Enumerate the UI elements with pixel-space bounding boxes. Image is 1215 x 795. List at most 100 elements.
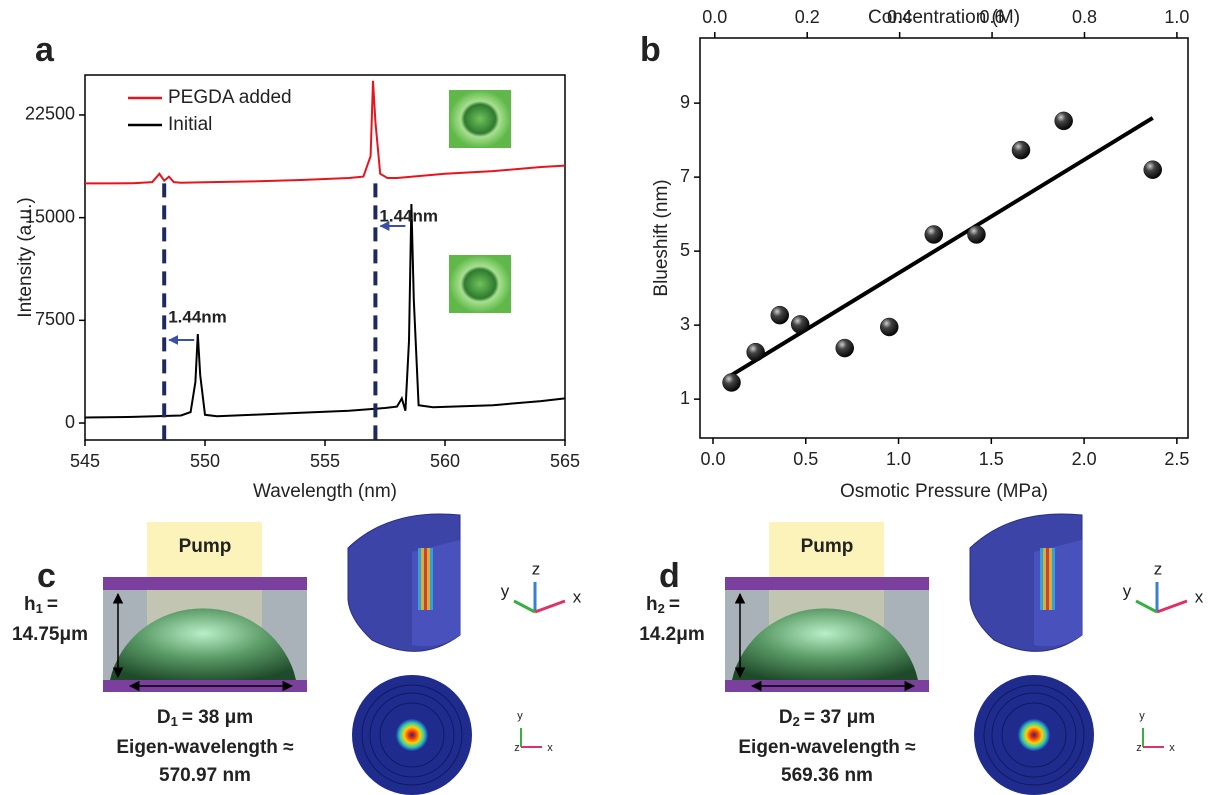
mode-stripe xyxy=(1043,548,1046,610)
mode-stripe xyxy=(1040,548,1043,610)
height-sub: 2 xyxy=(658,601,665,616)
diameter-sub: 1 xyxy=(171,714,178,729)
axis2d-letter: x xyxy=(1169,742,1175,754)
y-tick-label: 15000 xyxy=(25,206,75,226)
y-tick-label: 3 xyxy=(680,314,690,334)
data-point xyxy=(1143,160,1162,179)
axis-y xyxy=(513,599,536,614)
thumbnail xyxy=(449,90,511,148)
x-tick-label: 2.5 xyxy=(1164,449,1189,469)
spectrum-line xyxy=(84,203,566,419)
mode-ring xyxy=(1001,702,1067,768)
mode-ring xyxy=(369,692,455,778)
height-label: h2 = xyxy=(646,594,680,616)
eigen-value: 570.97 nm xyxy=(159,765,251,786)
axis-letter: y xyxy=(501,581,510,600)
axis2d-letter: y xyxy=(1139,710,1145,722)
x-tick-label: 0.0 xyxy=(700,449,725,469)
mode-stripe xyxy=(1052,548,1055,610)
eigen-label: Eigen-wavelength ≈ xyxy=(116,737,294,758)
plot-frame xyxy=(699,37,1189,439)
mode-stripe xyxy=(418,548,421,610)
data-point xyxy=(746,342,765,362)
thumbnail xyxy=(449,255,511,313)
x2-axis-label: Concentration (M) xyxy=(868,7,1020,28)
panel-label: a xyxy=(35,31,55,69)
data-point xyxy=(967,225,986,244)
height-value: 14.2μm xyxy=(639,624,705,645)
mode-stripe xyxy=(1049,548,1052,610)
x2-tick-label: 0.6 xyxy=(980,7,1005,27)
mode-spot xyxy=(396,719,428,751)
y-tick-label: 0 xyxy=(65,412,75,432)
axis2d-letter: z xyxy=(514,742,520,754)
height-label: h1 = xyxy=(24,594,58,616)
top-layer xyxy=(103,577,307,590)
y-tick-label: 5 xyxy=(680,240,690,260)
pump-beam xyxy=(147,522,262,577)
data-point xyxy=(835,338,854,358)
x-tick-label: 0.5 xyxy=(793,449,818,469)
height-sub: 1 xyxy=(36,601,43,616)
diameter-rest: = 38 μm xyxy=(182,707,253,728)
mode-spot xyxy=(1018,719,1050,751)
x-tick-label: 545 xyxy=(70,451,100,471)
axis-letter: x xyxy=(573,587,582,606)
y-tick-label: 9 xyxy=(680,92,690,112)
axis-letter: z xyxy=(1154,559,1163,578)
fit-line xyxy=(730,116,1154,377)
x-tick-label: 1.5 xyxy=(979,449,1004,469)
legend-label: PEGDA added xyxy=(168,87,292,108)
spectrum-line xyxy=(85,80,566,185)
diameter-rest: = 37 μm xyxy=(804,707,875,728)
data-point xyxy=(722,373,741,392)
x2-tick-label: 0.0 xyxy=(702,7,727,27)
x-tick-label: 2.0 xyxy=(1072,449,1097,469)
axis-x xyxy=(1156,599,1188,614)
data-point xyxy=(1054,111,1073,131)
legend-label: Initial xyxy=(168,114,212,135)
pump-label: Pump xyxy=(801,536,854,557)
shift-annotation: 1.44nm xyxy=(379,206,438,225)
y-tick-label: 22500 xyxy=(25,104,75,124)
axis-x xyxy=(534,599,566,614)
x-tick-label: 1.0 xyxy=(886,449,911,469)
x-axis-label: Wavelength (nm) xyxy=(253,481,397,502)
mode-ring xyxy=(991,692,1077,778)
x2-tick-label: 0.8 xyxy=(1072,7,1097,27)
data-point xyxy=(880,317,899,337)
mode-stripe xyxy=(424,548,427,610)
mode-stripe xyxy=(1046,548,1049,610)
axis2d-letter: y xyxy=(517,710,523,722)
height-symbol: h xyxy=(24,594,36,615)
height-value: 14.75μm xyxy=(12,624,88,645)
diameter-label: D2 = 37 μm xyxy=(779,707,875,729)
axis-y xyxy=(1135,599,1158,614)
axis2d-letter: x xyxy=(547,742,553,754)
data-point xyxy=(790,315,810,334)
y-tick-label: 7 xyxy=(680,166,690,186)
axis2d-letter: z xyxy=(1136,742,1142,754)
x-tick-label: 555 xyxy=(310,451,340,471)
x2-tick-label: 1.0 xyxy=(1164,7,1189,27)
mode-ring xyxy=(361,684,463,786)
axis-letter: z xyxy=(532,559,541,578)
y-tick-label: 1 xyxy=(680,388,690,408)
y-tick-label: 7500 xyxy=(35,309,75,329)
droplet xyxy=(110,608,296,680)
x-tick-label: 550 xyxy=(190,451,220,471)
diameter-symbol: D xyxy=(157,707,171,728)
y-axis-label: Blueshift (nm) xyxy=(651,179,672,296)
shift-annotation: 1.44nm xyxy=(168,307,227,326)
data-point xyxy=(770,305,790,325)
diameter-sub: 2 xyxy=(793,714,800,729)
diameter-label: D1 = 38 μm xyxy=(157,707,253,729)
droplet xyxy=(732,608,918,680)
mode-ring xyxy=(379,702,445,768)
eigen-value: 569.36 nm xyxy=(781,765,873,786)
axis-letter: x xyxy=(1195,587,1204,606)
mode-stripe xyxy=(430,548,433,610)
x2-tick-label: 0.4 xyxy=(887,7,912,27)
